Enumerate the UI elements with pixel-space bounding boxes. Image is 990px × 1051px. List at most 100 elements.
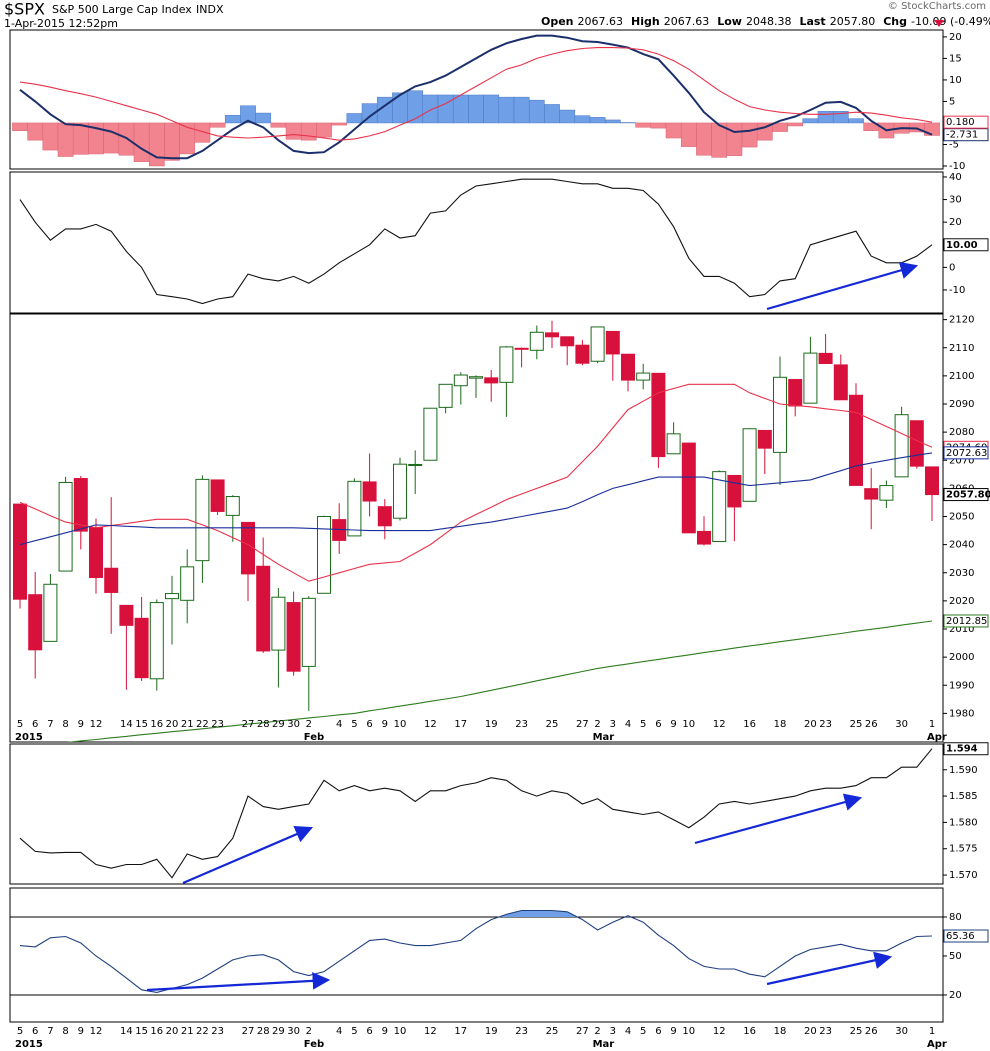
y-tick-label: 2090 xyxy=(949,399,974,410)
histogram-bar xyxy=(650,122,667,129)
histogram-bar xyxy=(422,94,439,124)
histogram-bar xyxy=(133,122,150,162)
x-tick-label: 17 xyxy=(454,719,467,730)
x-period-label: Apr xyxy=(927,1039,947,1050)
y-tick-label: 2070 xyxy=(949,455,974,466)
histogram-bar xyxy=(164,122,180,161)
histogram-bar xyxy=(452,94,469,124)
histogram-bar xyxy=(635,122,652,128)
line xyxy=(19,748,933,879)
y-tick-label: 1.570 xyxy=(949,870,978,881)
x-tick-label: 16 xyxy=(150,1026,163,1037)
x-tick-label: 5 xyxy=(17,1026,23,1037)
line xyxy=(19,452,933,546)
x-tick-label: 16 xyxy=(150,719,163,730)
candle-body xyxy=(909,420,924,467)
histogram-bar xyxy=(483,94,500,124)
x-tick-label: 25 xyxy=(850,719,863,730)
y-tick-label: 1.585 xyxy=(949,791,978,802)
x-tick-label: 28 xyxy=(257,1026,270,1037)
candle-body xyxy=(119,604,134,626)
marks xyxy=(19,748,933,879)
candle-body xyxy=(408,463,423,466)
y-tick-label: 2030 xyxy=(949,568,974,579)
candle-body xyxy=(58,481,73,572)
histogram-bar xyxy=(589,117,606,124)
x-tick-label: 9 xyxy=(78,719,84,730)
panel: -10 -5 5 10 15 20 -2.731 0.180 xyxy=(9,29,989,172)
histogram-bar xyxy=(680,122,697,147)
y-tick-label: 40 xyxy=(949,172,962,183)
candle-body xyxy=(393,463,407,519)
line xyxy=(66,620,933,742)
candle-body xyxy=(362,481,377,502)
y-tick-label: 2050 xyxy=(949,512,974,523)
x-tick-label: 5 xyxy=(17,719,23,730)
quote-value: 2057.80 xyxy=(830,15,876,28)
y-tick-label: 0 xyxy=(949,262,955,273)
x-tick-label: 2 xyxy=(594,719,600,730)
x-tick-label: 29 xyxy=(272,719,285,730)
x-tick-label: 4 xyxy=(625,719,631,730)
x-tick-label: 10 xyxy=(682,719,695,730)
arrow xyxy=(182,825,314,885)
x-tick-label: 6 xyxy=(32,719,38,730)
candle-body xyxy=(727,474,742,508)
y-tick-label: 20 xyxy=(949,32,962,43)
quote-value: -10.09 (-0.49%) xyxy=(911,15,990,28)
x-tick-label: 22 xyxy=(196,1026,209,1037)
histogram-bar xyxy=(42,122,59,151)
quote-value: 2048.38 xyxy=(746,15,792,28)
x-period-label: 2015 xyxy=(15,732,43,743)
histogram-bar xyxy=(832,111,849,124)
candle-body xyxy=(256,565,271,652)
candle-body xyxy=(134,617,149,679)
plot: -10-55101520-2.7310.180-1001020304010.00… xyxy=(9,29,990,1050)
candle-body xyxy=(514,347,529,350)
arrow xyxy=(766,261,919,311)
x-tick-label: 19 xyxy=(485,1026,498,1037)
quote-label: Low xyxy=(717,15,742,28)
value-label: -2.731 xyxy=(946,130,978,141)
histogram-bar xyxy=(604,119,621,124)
x-tick-label: 20 xyxy=(166,1026,179,1037)
x-period-label: Mar xyxy=(593,1039,615,1050)
candle-body xyxy=(605,330,620,355)
y-tick-label: 15 xyxy=(949,53,962,64)
histogram-bar xyxy=(665,122,682,139)
marks xyxy=(13,320,939,742)
x-tick-label: 23 xyxy=(515,1026,528,1037)
y-tick-label: -10 xyxy=(949,285,965,296)
quote-label: Chg xyxy=(883,15,907,28)
candle-body xyxy=(43,583,58,642)
x-tick-label: 20 xyxy=(166,719,179,730)
value-label-box xyxy=(943,446,989,460)
x-tick-label: 4 xyxy=(625,1026,631,1037)
candle-body xyxy=(879,485,894,501)
panel-border xyxy=(9,887,944,1023)
marks xyxy=(12,34,940,167)
x-tick-label: 12 xyxy=(424,719,437,730)
x-tick-label: 23 xyxy=(211,1026,224,1037)
x-tick-label: 21 xyxy=(181,1026,194,1037)
x-tick-label: 9 xyxy=(670,1026,676,1037)
y-tick-label: 2040 xyxy=(949,540,974,551)
x-tick-label: 12 xyxy=(424,1026,437,1037)
value-label-box xyxy=(943,614,989,628)
x-tick-label: 30 xyxy=(895,719,908,730)
candle-body xyxy=(803,352,818,404)
histogram-bar xyxy=(574,115,591,124)
y-tick-label: 30 xyxy=(949,195,962,206)
x-tick-label: 15 xyxy=(135,1026,148,1037)
x-tick-label: 2 xyxy=(306,1026,312,1037)
x-tick-label: 6 xyxy=(655,1026,661,1037)
x-tick-label: 25 xyxy=(546,719,559,730)
histogram-bar xyxy=(72,122,89,155)
candle-body xyxy=(818,352,833,364)
histogram-bar xyxy=(27,122,44,141)
quote-label: Last xyxy=(799,15,825,28)
x-tick-label: 23 xyxy=(211,719,224,730)
x-tick-label: 10 xyxy=(394,719,407,730)
candle-body xyxy=(545,332,559,338)
down-triangle xyxy=(934,20,944,27)
